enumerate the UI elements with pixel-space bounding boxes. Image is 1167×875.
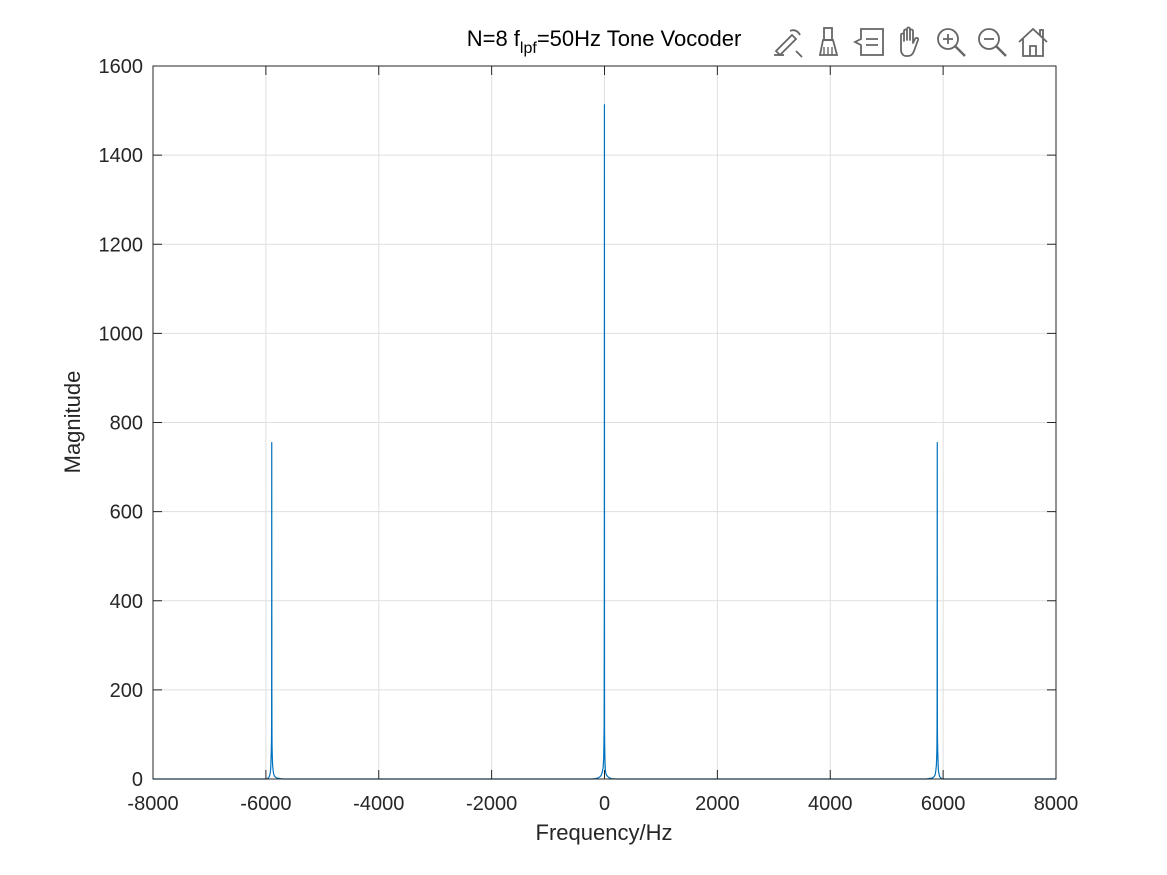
series-layer	[153, 104, 1056, 780]
x-tick-label: 6000	[921, 793, 966, 815]
edit-export-icon	[773, 29, 803, 58]
x-tick-label: -4000	[353, 793, 404, 815]
home-button[interactable]	[1012, 22, 1053, 62]
y-tick-label: 1000	[99, 323, 144, 345]
data-tips-icon	[852, 28, 884, 56]
home-icon	[1017, 27, 1048, 57]
y-tick-label: 200	[110, 680, 143, 702]
title-suffix: =50Hz Tone Vocoder	[537, 26, 741, 51]
y-tick-label: 0	[132, 769, 143, 791]
x-tick-label: -8000	[127, 793, 178, 815]
zoom-in-icon	[936, 28, 966, 57]
ticks	[152, 65, 1057, 780]
y-axis-label: Magnitude	[60, 371, 85, 474]
x-tick-labels: -8000 -6000 -4000 -2000 0 2000 4000 6000 8000	[127, 793, 1078, 815]
brush-icon	[818, 27, 838, 56]
x-tick-label: 8000	[1034, 793, 1079, 815]
y-tick-label: 400	[110, 591, 143, 613]
brush-button[interactable]	[807, 22, 848, 62]
zoom-out-button[interactable]	[971, 22, 1012, 62]
x-tick-label: 2000	[695, 793, 740, 815]
y-tick-label: 800	[110, 413, 143, 435]
y-tick-label: 1200	[99, 234, 144, 256]
pan-icon	[899, 26, 919, 57]
x-tick-label: 0	[599, 793, 610, 815]
series-line	[153, 104, 1056, 780]
pan-button[interactable]	[889, 22, 930, 62]
data-tips-button[interactable]	[848, 22, 889, 62]
title-prefix: N=8 f	[467, 26, 521, 51]
zoom-out-icon	[977, 28, 1007, 57]
y-tick-label: 1600	[99, 56, 144, 78]
x-tick-label: -6000	[240, 793, 291, 815]
axes-toolbar	[766, 22, 1053, 62]
edit-export-button[interactable]	[766, 22, 807, 62]
y-tick-label: 600	[110, 502, 143, 524]
x-axis-label: Frequency/Hz	[536, 820, 673, 845]
y-tick-label: 1400	[99, 145, 144, 167]
zoom-in-button[interactable]	[930, 22, 971, 62]
chart-title: N=8 flpf=50Hz Tone Vocoder	[467, 26, 742, 57]
title-subscript: lpf	[520, 40, 537, 57]
x-tick-label: 4000	[808, 793, 853, 815]
x-tick-label: -2000	[466, 793, 517, 815]
y-tick-labels: 0 200 400 600 800 1000 1200 1400 1600	[99, 56, 144, 791]
